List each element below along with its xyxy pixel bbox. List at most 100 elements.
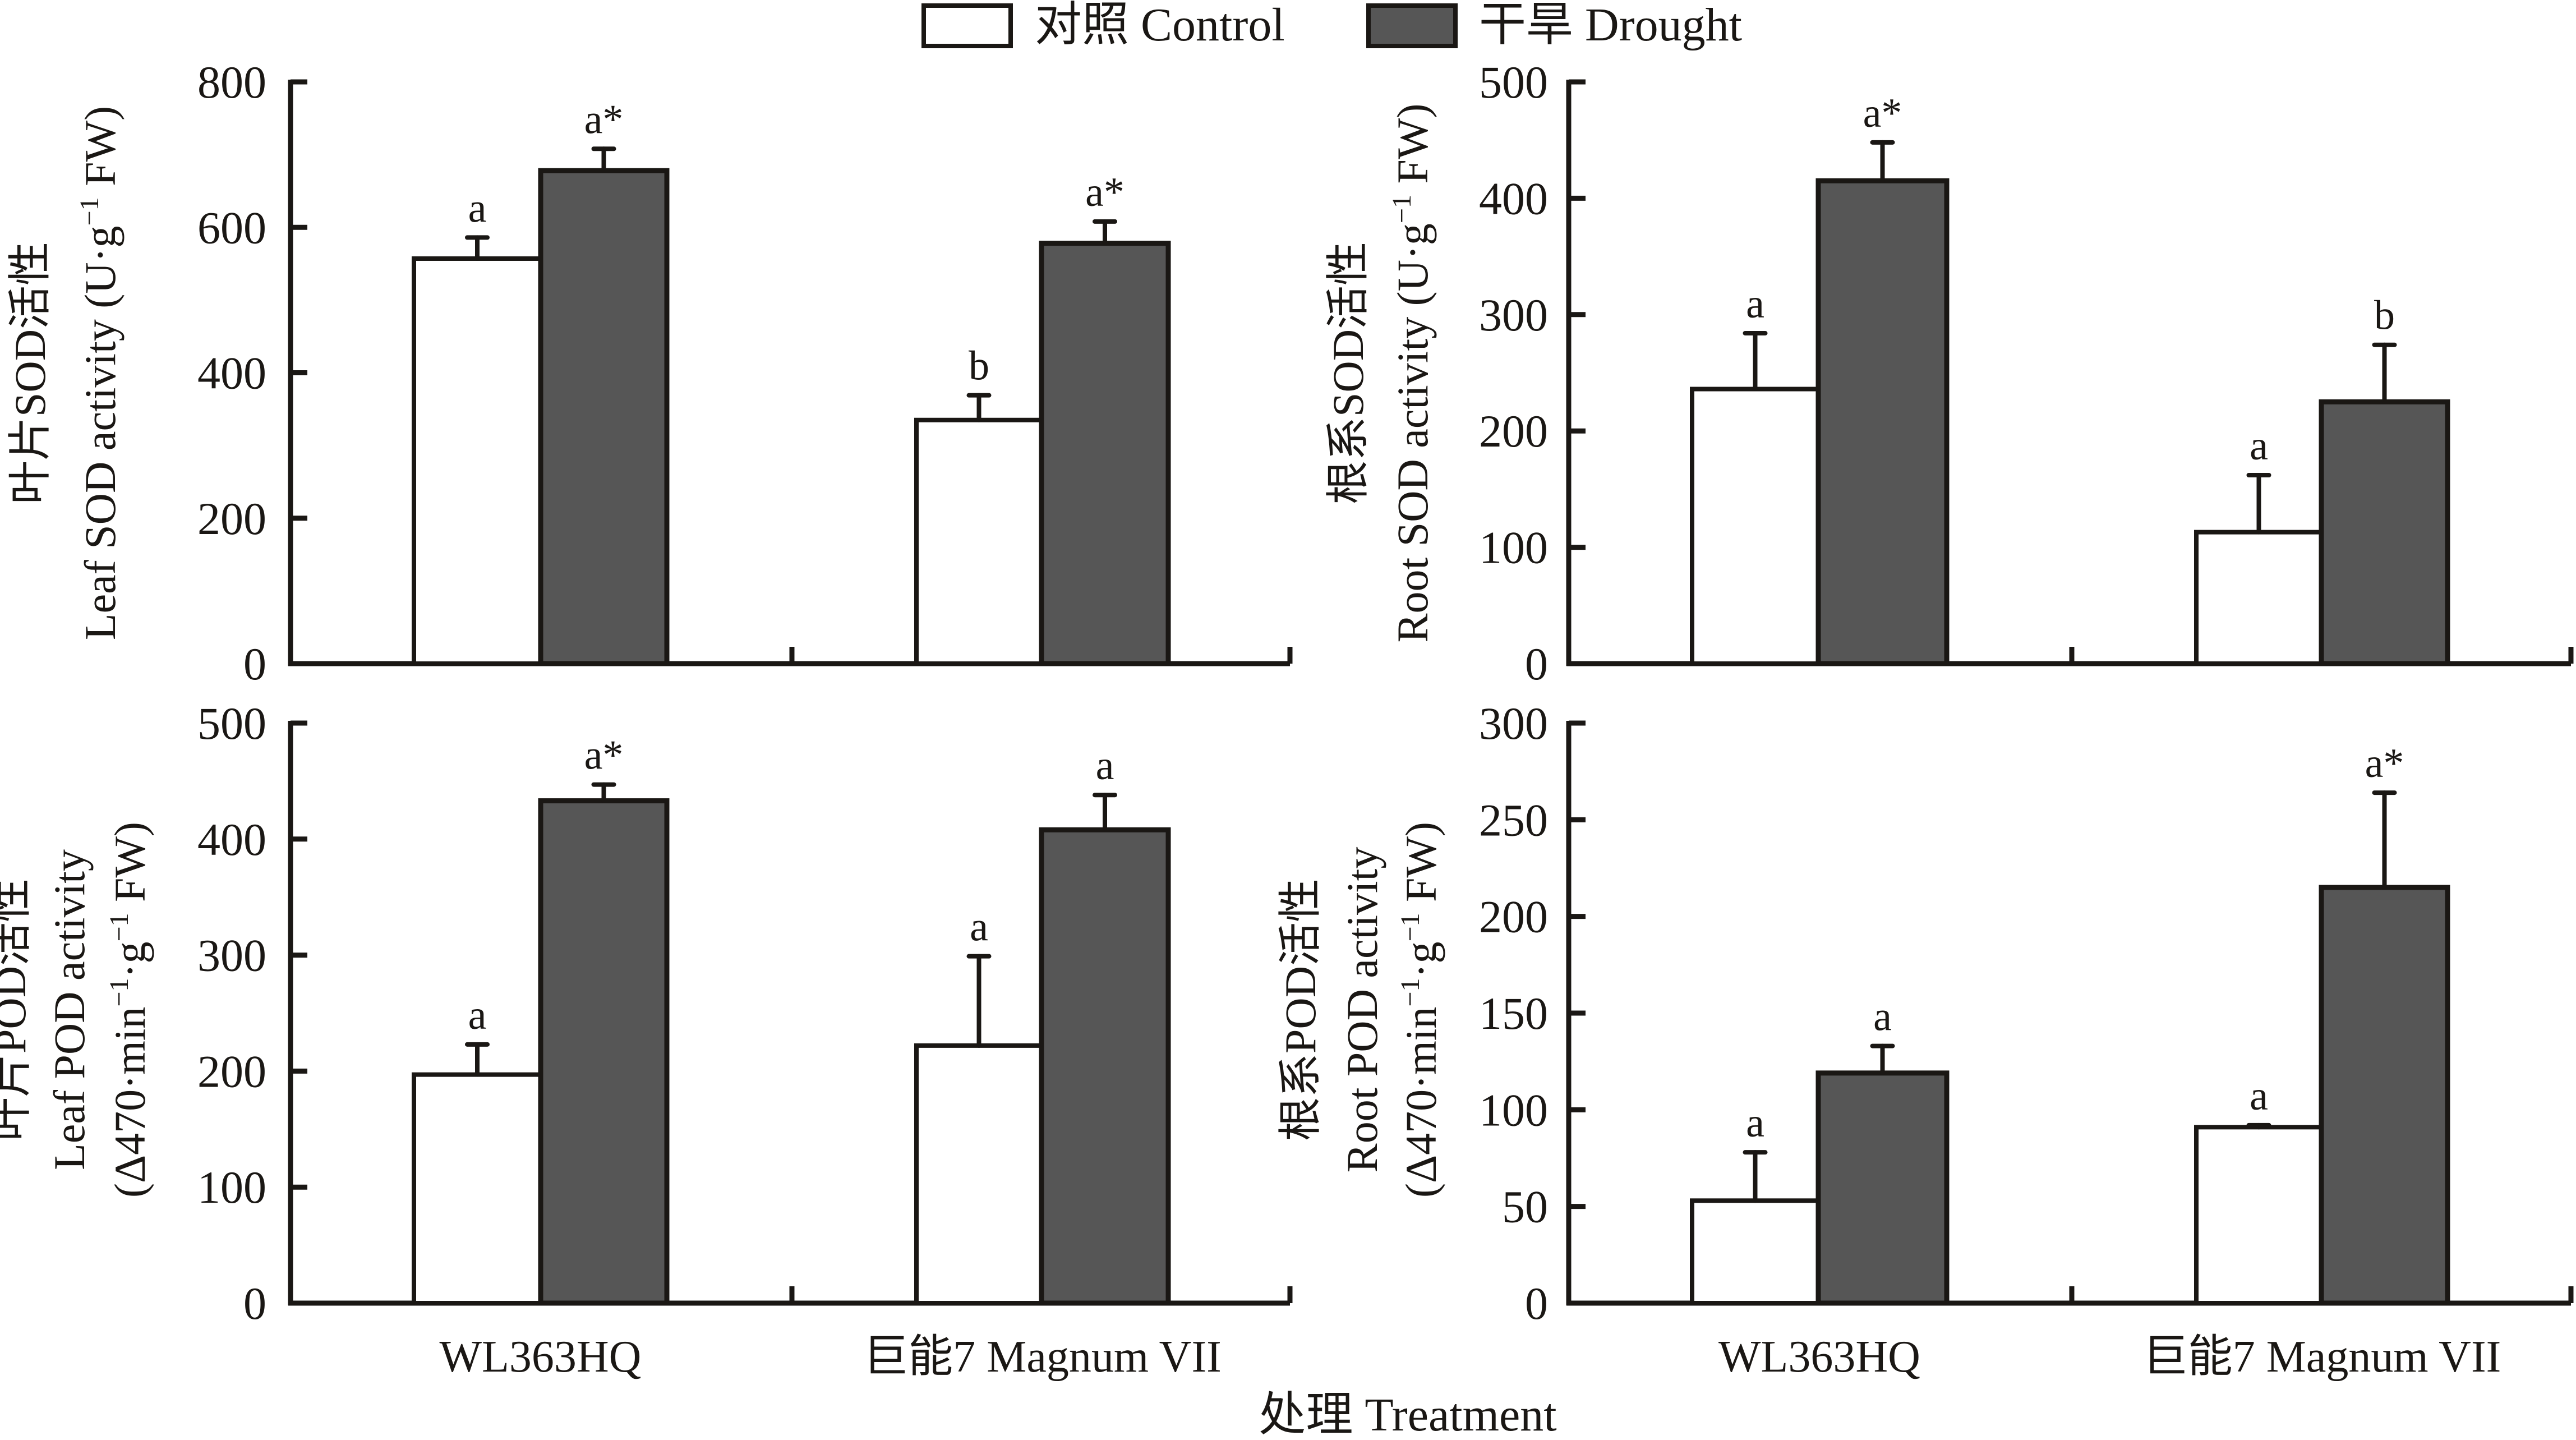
significance-label: a*: [1085, 169, 1125, 215]
y-axis-title-superscript: −1: [1395, 913, 1425, 941]
y-axis-title-line: 根系POD活性: [1276, 878, 1325, 1141]
bar-control: [914, 1043, 1044, 1306]
y-axis-title-line: Leaf SOD activity (U·g−1 FW): [75, 106, 125, 640]
y-tick-label: 300: [197, 930, 266, 981]
significance-label: a: [468, 992, 487, 1038]
bar-control: [2194, 530, 2324, 666]
bar-drought: [1815, 1070, 1950, 1306]
significance-label: a*: [584, 96, 624, 142]
bar-control: [412, 256, 543, 666]
y-axis-title-text: 叶片SOD活性: [6, 242, 54, 504]
bar-control: [914, 417, 1044, 666]
bar-control: [1690, 387, 1821, 666]
bar-control: [1690, 1198, 1821, 1305]
bar-drought: [1815, 178, 1950, 666]
chart-panels: 0 200 400 600 800 a a* b a* 叶片SOD活性 Leaf SOD activ…: [0, 57, 2574, 1382]
significance-label: a: [1096, 743, 1114, 789]
significance-label: a: [1746, 1100, 1764, 1146]
y-tick-label: 400: [1479, 173, 1548, 224]
y-tick-label: 0: [1525, 1278, 1548, 1329]
legend-swatch-control: [921, 3, 1013, 48]
bar-drought: [2319, 885, 2450, 1306]
y-tick-label: 200: [197, 1046, 266, 1097]
y-tick-label: 100: [1479, 522, 1548, 573]
y-axis-title-line: (Δ470·min−1·g−1 FW): [1395, 822, 1445, 1198]
x-category-label: 巨能7 Magnum VII: [863, 1332, 1221, 1382]
chart-leaf-sod: 0 200 400 600 800 a a* b a* 叶片SOD活性 Leaf SOD activ…: [6, 57, 1293, 689]
y-axis-title-superscript: −1: [1395, 978, 1425, 1007]
significance-label: a: [2250, 1073, 2268, 1119]
significance-label: b: [2374, 293, 2395, 339]
y-tick-label: 0: [1525, 638, 1548, 689]
y-tick-label: 500: [1479, 57, 1548, 108]
y-tick-label: 100: [197, 1162, 266, 1213]
y-axis-title-text: FW): [76, 106, 125, 197]
y-axis-title-text: Leaf POD activity: [45, 849, 94, 1170]
y-axis-title-text: FW): [1388, 104, 1437, 195]
y-axis-title-superscript: −1: [75, 197, 104, 226]
y-tick-label: 300: [1479, 289, 1548, 341]
x-category-label: WL363HQ: [440, 1332, 642, 1382]
legend-label-control: 对照 Control: [1035, 0, 1285, 51]
y-tick-label: 500: [197, 698, 266, 749]
y-axis-title-text: Root POD activity: [1338, 847, 1386, 1173]
chart-root-pod: 0 50 100 150 200 250 300 a a WL363HQ a a* 巨能7 Magnum…: [1276, 698, 2574, 1382]
significance-label: a: [468, 185, 487, 231]
y-axis-title-superscript: −1: [104, 978, 134, 1007]
y-tick-label: 100: [1479, 1084, 1548, 1135]
y-tick-label: 0: [243, 1278, 266, 1329]
x-category-label: WL363HQ: [1718, 1332, 1920, 1382]
significance-label: a*: [2365, 740, 2404, 786]
significance-label: b: [969, 343, 989, 389]
y-axis-title-superscript: −1: [104, 913, 134, 941]
x-axis-title: 处理 Treatment: [1259, 1389, 1556, 1440]
y-axis-title-line: Leaf POD activity: [45, 849, 94, 1170]
y-axis-title-text: Leaf SOD activity (U·g: [76, 226, 125, 640]
y-tick-label: 200: [1479, 891, 1548, 942]
significance-label: a: [1873, 994, 1892, 1040]
bar-drought: [538, 168, 670, 666]
y-axis-title-text: (Δ470·min: [105, 1007, 154, 1198]
significance-label: a*: [1863, 90, 1902, 136]
y-axis-title-text: ·g: [105, 942, 154, 978]
bar-drought: [1039, 241, 1171, 666]
bar-control: [2194, 1125, 2324, 1306]
bar-drought: [1039, 827, 1171, 1306]
y-tick-label: 600: [197, 202, 266, 253]
y-axis-title-text: FW): [1397, 822, 1445, 913]
y-axis-title-line: 叶片SOD活性: [6, 242, 54, 504]
y-axis-title-text: 叶片POD活性: [0, 878, 35, 1141]
chart-root-sod: 0 100 200 300 400 500 a a* a b 根系SOD活性 Root SOD act…: [1324, 57, 2574, 689]
y-axis-title-line: 叶片POD活性: [0, 878, 35, 1141]
y-axis-title-text: ·g: [1397, 942, 1445, 978]
legend: 对照 Control 干旱 Drought: [921, 0, 1742, 51]
significance-label: a*: [584, 733, 624, 779]
y-tick-label: 400: [197, 814, 266, 865]
y-axis-title-superscript: −1: [1387, 195, 1417, 223]
x-category-label: 巨能7 Magnum VII: [2143, 1332, 2501, 1382]
y-axis-title-line: Root SOD activity (U·g−1 FW): [1387, 104, 1437, 643]
y-axis-title-text: 根系POD活性: [1276, 878, 1325, 1141]
y-axis-title-line: 根系SOD活性: [1324, 242, 1372, 504]
bar-drought: [2319, 399, 2450, 666]
significance-label: a: [1746, 281, 1764, 327]
chart-leaf-pod: 0 100 200 300 400 500 a a* WL363HQ a a 巨能7 Magnum V…: [0, 698, 1293, 1382]
y-tick-label: 50: [1502, 1181, 1548, 1232]
y-tick-label: 200: [197, 493, 266, 544]
y-tick-label: 0: [243, 638, 266, 689]
legend-swatch-drought: [1366, 3, 1458, 48]
bar-drought: [538, 798, 670, 1306]
y-axis-title-text: (Δ470·min: [1397, 1007, 1445, 1198]
y-axis-title-text: FW): [105, 822, 154, 913]
y-axis-title-line: (Δ470·min−1·g−1 FW): [104, 822, 154, 1198]
y-axis-title-text: Root SOD activity (U·g: [1388, 223, 1437, 642]
y-tick-label: 300: [1479, 698, 1548, 749]
significance-label: a: [2250, 423, 2268, 469]
y-tick-label: 250: [1479, 794, 1548, 845]
significance-label: a: [970, 904, 988, 950]
y-tick-label: 400: [197, 348, 266, 399]
y-axis-title-line: Root POD activity: [1338, 847, 1386, 1173]
legend-label-drought: 干旱 Drought: [1479, 0, 1742, 51]
y-axis-title-text: 根系SOD活性: [1324, 242, 1372, 504]
